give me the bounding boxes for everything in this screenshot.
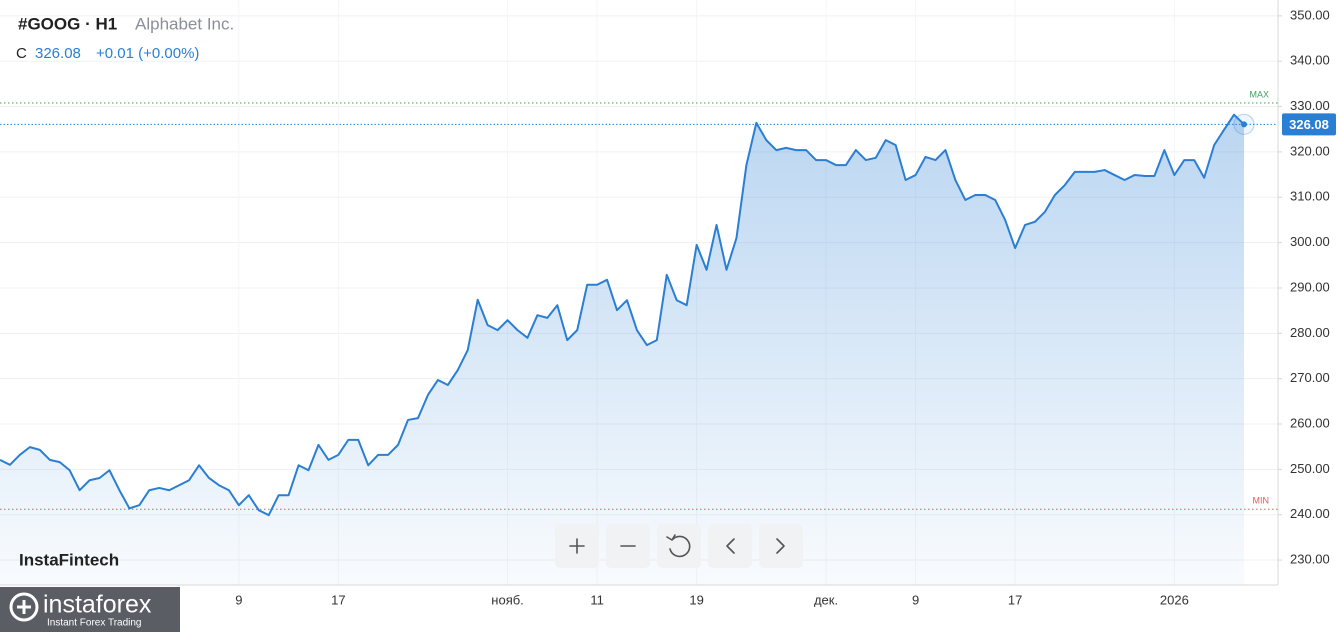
logo-name: instaforex xyxy=(43,591,152,619)
toolbar xyxy=(555,524,803,568)
chart-subtitle: Alphabet Inc. xyxy=(135,14,234,33)
price-change: +0.01 (+0.00%) xyxy=(96,45,199,62)
x-tick-label: 17 xyxy=(1008,592,1022,607)
watermark: InstaFintech xyxy=(19,550,119,569)
x-tick-label: 9 xyxy=(235,592,242,607)
last-price-tag xyxy=(1282,113,1336,136)
price-prefix: C xyxy=(16,45,27,62)
y-tick-label: 310.00 xyxy=(1290,189,1330,204)
y-tick-label: 290.00 xyxy=(1290,279,1330,294)
last-price-tag-label: 326.08 xyxy=(1289,117,1329,132)
area xyxy=(0,114,1244,585)
y-tick-label: 270.00 xyxy=(1290,370,1330,385)
chart-title: #GOOG · H1 xyxy=(18,14,117,33)
zoom-out-button[interactable] xyxy=(606,524,650,568)
axes: 230.00 240.00 250.00 260.00 270.00 280.00 290.… xyxy=(235,7,1336,607)
y-tick-label: 260.00 xyxy=(1290,415,1330,430)
y-tick-label: 300.00 xyxy=(1290,234,1330,249)
min-line-label: MIN xyxy=(1253,496,1270,506)
logo-icon xyxy=(9,592,39,622)
x-tick-label: 17 xyxy=(331,592,345,607)
logo-icon-cross xyxy=(17,600,31,614)
max-line-label: MAX xyxy=(1249,89,1269,99)
x-tick-label: 19 xyxy=(689,592,703,607)
x-tick-label: дек. xyxy=(814,592,838,607)
x-tick-label: нояб. xyxy=(491,592,524,607)
reset-button[interactable] xyxy=(657,524,701,568)
x-tick-label: 11 xyxy=(590,592,604,607)
y-tick-label: 240.00 xyxy=(1290,506,1330,521)
logo: instaforex Instant Forex Trading xyxy=(0,587,180,632)
logo-tagline: Instant Forex Trading xyxy=(47,618,142,629)
scroll-right-button[interactable] xyxy=(759,524,803,568)
scroll-left-button[interactable] xyxy=(708,524,752,568)
price-line xyxy=(0,113,1245,517)
x-tick-label: 9 xyxy=(912,592,919,607)
close-price: 326.08 xyxy=(35,45,81,62)
y-tick-label: 280.00 xyxy=(1290,325,1330,340)
zoom-in-button[interactable] xyxy=(555,524,599,568)
last-point xyxy=(1241,121,1247,128)
y-tick-label: 250.00 xyxy=(1290,461,1330,476)
y-tick-label: 320.00 xyxy=(1290,143,1330,158)
y-tick-label: 340.00 xyxy=(1290,53,1330,68)
y-tick-label: 350.00 xyxy=(1290,7,1330,22)
y-tick-label: 230.00 xyxy=(1290,551,1330,566)
y-tick-label: 330.00 xyxy=(1290,98,1330,113)
x-tick-label: 2026 xyxy=(1160,592,1189,607)
plot xyxy=(0,113,1255,585)
